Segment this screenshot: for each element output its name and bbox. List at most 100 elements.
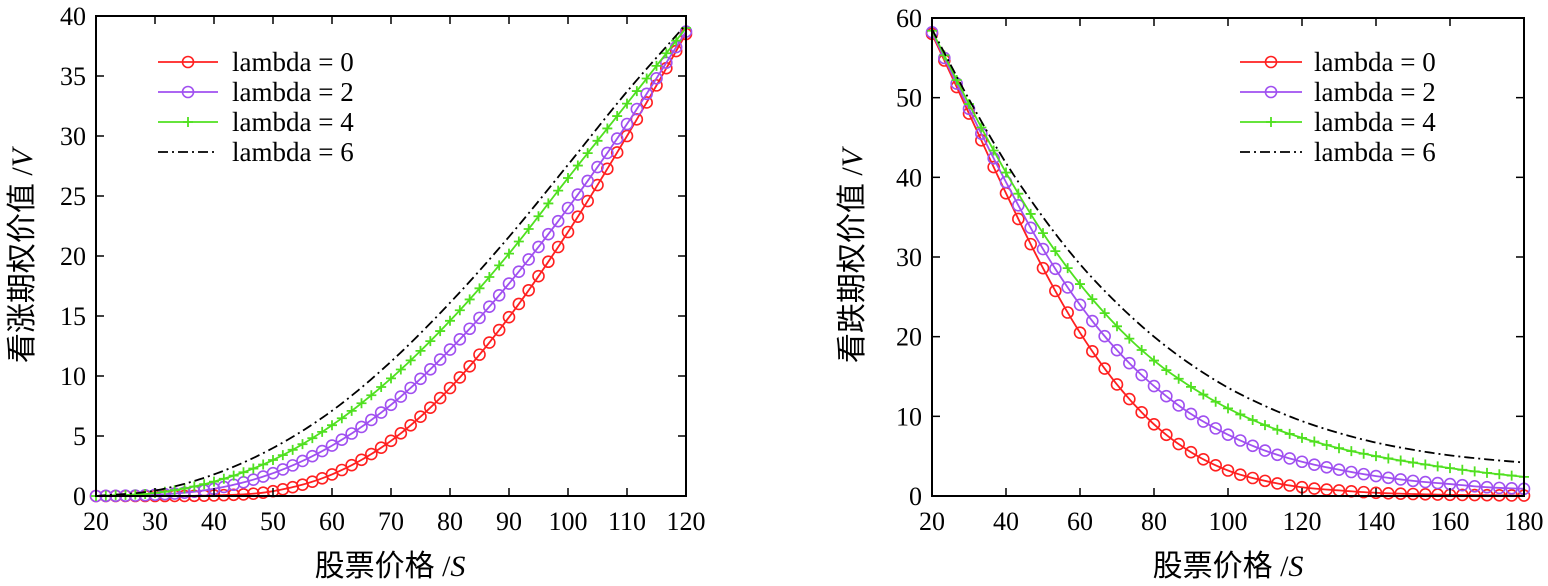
put-chart-data-point [1209,422,1222,435]
call-chart-data-point [268,455,278,465]
call-chart-data-point [464,294,475,305]
call-chart-data-point [296,454,309,468]
put-chart-xtick-label: 80 [1141,507,1167,536]
put-chart-data-point [1258,444,1272,457]
call-chart-series-line [95,27,687,497]
put-chart-xtick-label: 100 [1209,507,1248,536]
put-chart-data-point [1221,428,1235,441]
call-chart-data-point [404,418,417,432]
call-chart-data-point [513,236,524,247]
put-chart-data-point [1271,448,1284,462]
put-chart-data-point [1087,294,1098,305]
put-chart-xtick-label: 180 [1505,507,1544,536]
put-chart-data-point [1246,471,1259,485]
put-chart-data-point [1480,480,1494,494]
put-chart-data-point [1221,464,1235,477]
put-chart-xtick-label: 120 [1283,507,1322,536]
put-chart-data-point [951,74,962,85]
call-chart-data-point [543,198,554,209]
put-chart-data-point [1246,439,1259,453]
call-chart-data-point [671,35,682,46]
put-chart-data-point [1025,208,1036,219]
put-chart-data-point [1197,415,1210,428]
call-chart-data-point [336,413,347,424]
call-chart-data-point [237,488,250,501]
put-chart-ylabel-var: V [836,145,869,167]
call-chart-data-point [622,98,632,109]
call-chart-data-point [522,253,535,266]
call-chart-data-point [453,371,467,384]
put-chart-data-point [1038,228,1048,239]
put-chart-data-point [1506,470,1517,481]
put-chart-legend-marker [1264,85,1278,99]
put-chart-data-point [1284,428,1295,439]
call-chart-data-point [345,427,358,440]
put-chart-data-point [1260,420,1270,431]
put-chart-data-point [1075,279,1085,290]
put-chart-legend-label: lambda = 0 [1314,47,1436,77]
call-chart-data-point [355,420,368,434]
put-chart-data-point [1049,262,1062,276]
call-chart-data-point [386,373,396,384]
put-chart-data-point [1357,467,1370,481]
call-chart-data-point [209,476,219,487]
put-chart-data-point [1345,465,1358,479]
put-chart-data-point [1098,329,1111,343]
call-chart-data-point [227,488,240,502]
put-chart-data-point [1406,474,1420,488]
call-chart-data-point [473,311,486,325]
put-chart-series-2 [927,25,1529,482]
put-chart-data-point [1186,381,1196,392]
put-chart-data-point [1321,440,1332,451]
call-chart: 20 30 40 50 60 70 80 90 100 110 120 0 5 10 15 20 25 30 35 4… [6,2,706,583]
call-chart-data-point [384,434,398,448]
put-chart-data-point [1295,455,1309,469]
call-chart-data-point [287,444,298,455]
put-chart-data-point [1505,482,1518,495]
call-chart-data-point [640,87,653,101]
call-chart-data-point [492,323,506,337]
call-chart-series-3 [95,23,687,497]
call-chart-ytick-label: 5 [73,422,86,451]
call-chart-data-point [365,447,378,461]
call-chart-data-point [592,135,603,146]
call-chart-data-point [365,413,378,427]
call-chart-ytick-label: 30 [60,122,86,151]
call-chart-data-point [443,381,457,395]
call-chart-data-point [551,240,565,254]
call-chart-data-point [542,227,555,241]
put-chart-data-point [1123,392,1136,406]
put-chart-data-point [1160,389,1173,403]
call-chart-xtick-label: 50 [260,507,286,536]
call-chart-data-point [601,162,614,176]
call-chart-data-point [610,146,624,159]
put-chart-ylabel: 看跌期权价值 /V [836,145,869,363]
put-chart-legend-label: lambda = 2 [1314,77,1436,107]
call-chart-data-point [405,355,416,366]
call-chart-legend-label: lambda = 6 [232,137,354,167]
call-chart-data-point [661,48,672,59]
call-chart-data-point [630,102,644,116]
call-chart-data-point [453,333,467,346]
call-chart-data-point [494,260,505,271]
put-chart-data-point [1258,474,1272,488]
put-chart-data-point [1124,333,1135,344]
put-chart-data-point [1147,379,1161,393]
put-chart-data-point [1308,482,1321,495]
put-chart-data-point [1013,188,1024,199]
put-chart-data-point [1172,399,1185,412]
put-chart-data-point [1357,485,1370,499]
put-chart-data-point [1308,458,1321,471]
put-chart-data-point [1209,459,1222,472]
put-chart-data-point [1382,471,1395,485]
call-chart-xtick-label: 100 [549,507,588,536]
call-chart-data-point [504,248,514,259]
put-chart-data-point [1271,477,1284,490]
call-chart-data-point [571,210,585,223]
call-chart-data-point [179,483,190,494]
put-chart-data-point [1123,356,1136,370]
put-chart-data-point [1050,246,1061,257]
put-chart-xtick-label: 60 [1067,507,1093,536]
call-chart-xlabel-text: 股票价格 [315,550,435,583]
